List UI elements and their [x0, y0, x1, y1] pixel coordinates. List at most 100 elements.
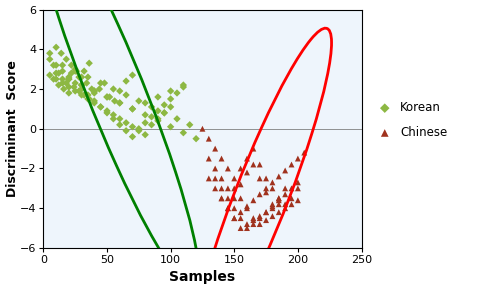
Korean	[84, 97, 92, 101]
Korean	[122, 79, 130, 84]
Chinese	[300, 150, 308, 155]
Korean	[71, 81, 79, 85]
Korean	[88, 87, 95, 91]
Korean	[122, 120, 130, 125]
Korean	[80, 69, 88, 73]
Chinese	[250, 198, 257, 203]
Korean	[173, 117, 181, 121]
Korean	[111, 99, 119, 103]
Korean	[63, 57, 70, 61]
Korean	[129, 134, 136, 139]
Korean	[70, 85, 78, 89]
Chinese	[281, 186, 289, 191]
Korean	[97, 105, 105, 109]
Korean	[67, 71, 75, 75]
Korean	[167, 89, 174, 93]
Korean	[122, 128, 130, 133]
Chinese	[237, 166, 244, 171]
Korean	[129, 73, 136, 77]
Korean	[141, 120, 149, 125]
Korean	[103, 95, 111, 99]
Chinese	[211, 186, 219, 191]
Korean	[147, 105, 155, 109]
Korean	[75, 89, 83, 93]
Chinese	[275, 174, 282, 179]
Korean	[116, 122, 123, 127]
Chinese	[288, 162, 295, 167]
Korean	[85, 97, 93, 101]
Korean	[78, 75, 85, 79]
Chinese	[294, 180, 302, 185]
Korean	[135, 99, 143, 103]
Chinese	[288, 196, 295, 201]
Chinese	[243, 156, 251, 161]
Chinese	[256, 192, 264, 197]
Korean	[84, 93, 92, 97]
Chinese	[224, 206, 232, 211]
Korean	[63, 81, 70, 85]
Korean	[101, 81, 108, 85]
Korean	[97, 81, 105, 85]
Korean	[52, 77, 60, 81]
Chinese	[224, 206, 232, 211]
Chinese	[237, 216, 244, 220]
Korean	[135, 128, 143, 133]
Chinese	[262, 210, 270, 215]
Korean	[116, 101, 123, 105]
Korean	[154, 95, 162, 99]
Korean	[84, 75, 92, 79]
Korean	[161, 110, 168, 115]
Korean	[46, 57, 54, 61]
Korean	[50, 77, 57, 81]
Chinese	[250, 222, 257, 226]
Chinese	[250, 162, 257, 167]
Korean	[71, 67, 79, 71]
Korean	[179, 130, 187, 135]
Chinese	[230, 196, 238, 201]
Korean	[91, 89, 98, 93]
Korean	[95, 87, 103, 91]
Chinese	[294, 156, 302, 161]
Korean	[59, 77, 67, 81]
Chinese	[218, 196, 226, 201]
Chinese	[218, 196, 226, 201]
Chinese	[243, 204, 251, 209]
Korean	[91, 99, 98, 103]
Chinese	[199, 126, 206, 131]
Korean	[147, 115, 155, 119]
Chinese	[288, 202, 295, 206]
Legend: Korean, Chinese: Korean, Chinese	[371, 99, 450, 142]
Korean	[52, 63, 60, 68]
Korean	[52, 71, 60, 75]
Chinese	[205, 136, 213, 141]
Chinese	[275, 196, 282, 201]
Korean	[167, 105, 174, 109]
Korean	[67, 63, 75, 68]
Chinese	[268, 180, 276, 185]
Korean	[55, 71, 63, 75]
Korean	[46, 51, 54, 56]
Korean	[154, 117, 162, 121]
Chinese	[230, 206, 238, 211]
Chinese	[205, 176, 213, 181]
Korean	[141, 113, 149, 117]
Korean	[83, 81, 91, 85]
Chinese	[275, 198, 282, 203]
Chinese	[211, 166, 219, 171]
Chinese	[275, 210, 282, 215]
Chinese	[256, 176, 264, 181]
Chinese	[218, 156, 226, 161]
Korean	[52, 45, 60, 50]
Chinese	[268, 214, 276, 218]
Korean	[73, 69, 80, 73]
Chinese	[224, 166, 232, 171]
Chinese	[262, 190, 270, 195]
Korean	[71, 89, 79, 93]
Korean	[91, 101, 98, 105]
Chinese	[256, 214, 264, 218]
Chinese	[268, 206, 276, 211]
Chinese	[275, 202, 282, 206]
Korean	[167, 97, 174, 101]
Korean	[65, 85, 73, 89]
Korean	[65, 77, 73, 81]
